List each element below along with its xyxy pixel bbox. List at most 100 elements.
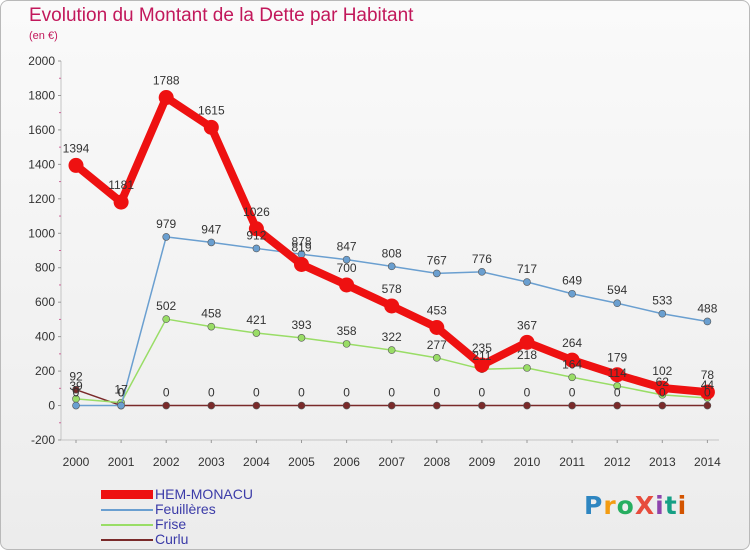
data-label: 0	[659, 386, 666, 400]
data-point	[68, 157, 84, 173]
data-label: 533	[652, 294, 672, 308]
x-tick-label: 2011	[559, 455, 585, 469]
data-point	[342, 401, 351, 410]
data-label: 578	[382, 282, 402, 296]
legend-label: Frise	[155, 516, 187, 532]
data-label: 1181	[108, 178, 134, 192]
data-label: 322	[382, 330, 402, 344]
data-label: 277	[427, 338, 447, 352]
data-point	[207, 322, 216, 331]
logo-letter: P	[584, 491, 604, 520]
data-label: 700	[337, 261, 357, 275]
y-tick-label: 600	[35, 295, 55, 309]
logo-letter: t	[664, 491, 678, 520]
data-label: 776	[472, 252, 492, 266]
data-label: 1394	[63, 141, 90, 155]
data-label: 0	[524, 386, 531, 400]
data-label: 92	[69, 370, 83, 384]
data-label: 44	[701, 378, 715, 392]
data-point	[523, 364, 531, 372]
data-label: 358	[337, 324, 357, 338]
logo-letter: X	[634, 491, 656, 520]
data-point	[162, 233, 170, 241]
data-point	[432, 401, 441, 410]
data-point	[294, 256, 309, 272]
data-point	[203, 119, 219, 135]
y-tick-label: 0	[48, 399, 55, 413]
x-tick-label: 2000	[63, 455, 90, 469]
data-label: 367	[517, 318, 537, 332]
data-label: 847	[337, 240, 357, 254]
data-label: 0	[163, 386, 170, 400]
data-point	[478, 268, 486, 276]
data-label: 0	[343, 386, 350, 400]
data-label: 0	[388, 386, 395, 400]
x-tick-label: 2006	[333, 455, 360, 469]
data-label: 421	[246, 313, 266, 327]
data-point	[387, 401, 396, 410]
data-point	[658, 309, 667, 318]
data-point	[342, 255, 351, 264]
data-point	[248, 221, 264, 237]
chart-legend: HEM-MONACU Feuillères Frise Curlu	[101, 487, 253, 547]
data-label: 0	[614, 386, 621, 400]
legend-item: Frise	[101, 517, 253, 532]
data-label: 1026	[243, 205, 270, 219]
data-label: 0	[118, 386, 125, 400]
y-tick-label: 800	[35, 261, 55, 275]
data-label: 878	[291, 234, 311, 248]
data-point	[523, 401, 531, 410]
x-tick-label: 2001	[108, 455, 135, 469]
x-tick-label: 2009	[469, 455, 496, 469]
data-point	[72, 401, 80, 410]
data-label: 717	[517, 262, 537, 276]
data-point	[297, 334, 306, 342]
data-point	[72, 385, 80, 394]
data-label: 808	[382, 246, 402, 260]
data-label: 0	[118, 386, 125, 400]
data-point	[568, 373, 576, 382]
data-label: 218	[517, 348, 537, 362]
data-point	[387, 346, 396, 354]
data-point	[297, 401, 306, 410]
legend-item: HEM-MONACU	[101, 487, 253, 502]
data-point	[568, 289, 576, 298]
logo-letter: o	[616, 491, 635, 520]
data-label: 947	[201, 222, 221, 236]
data-label: 78	[701, 368, 715, 382]
data-point	[703, 401, 712, 410]
logo-letter: i	[655, 491, 665, 520]
legend-label: HEM-MONACU	[155, 486, 253, 502]
data-point	[113, 194, 129, 210]
data-point	[117, 401, 125, 410]
data-point	[564, 352, 580, 368]
data-point	[474, 357, 490, 373]
legend-swatch	[101, 508, 153, 511]
data-point	[384, 298, 400, 314]
data-label: 0	[73, 386, 80, 400]
y-tick-label: -200	[31, 433, 55, 447]
y-tick-label: 2000	[28, 54, 55, 68]
data-point	[432, 354, 441, 362]
proxiti-logo: ProXiti	[584, 491, 687, 520]
data-label: 0	[253, 386, 260, 400]
data-label: 502	[156, 299, 176, 313]
data-point	[699, 384, 715, 400]
data-point	[387, 262, 396, 271]
data-label: 179	[607, 351, 627, 365]
data-point	[654, 380, 670, 396]
data-label: 17	[114, 383, 128, 397]
legend-label: Feuillères	[155, 501, 216, 517]
x-tick-label: 2012	[604, 455, 631, 469]
y-tick-label: 1000	[28, 226, 55, 240]
data-label: 458	[201, 307, 221, 321]
y-tick-label: 400	[35, 330, 55, 344]
data-point	[252, 329, 261, 337]
legend-item: Feuillères	[101, 502, 253, 517]
data-label: 1788	[153, 74, 180, 88]
data-label: 1615	[198, 103, 225, 117]
data-label: 0	[479, 386, 486, 400]
line-chart: -200020040060080010001200140016001800200…	[28, 54, 721, 469]
data-label: 488	[697, 301, 717, 315]
